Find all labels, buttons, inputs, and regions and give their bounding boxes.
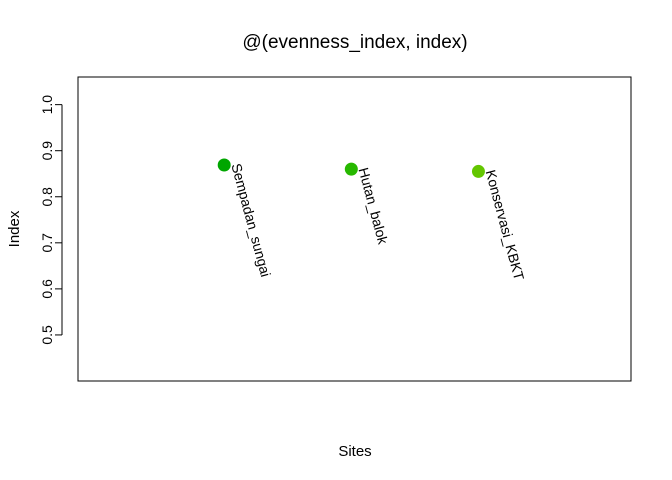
data-points — [217, 158, 485, 178]
y-axis-ticks: 0.5 0.6 0.7 0.8 0.9 1.0 — [39, 95, 62, 345]
y-axis-title: Index — [6, 210, 23, 247]
point-labels: Sempadan_sungai Hutan_balok Konservasi_KBK… — [228, 162, 527, 283]
point-label: Sempadan_sungai — [228, 162, 274, 279]
y-tick-label: 0.8 — [39, 187, 55, 207]
plot-frame — [77, 76, 632, 382]
y-tick-label: 0.6 — [39, 279, 55, 299]
chart-title: @(evenness_index, index) — [242, 32, 467, 53]
x-axis-title: Sites — [338, 443, 371, 460]
point-label: Hutan_balok — [355, 166, 391, 247]
data-point — [471, 164, 485, 178]
data-point — [217, 158, 231, 172]
y-tick-label: 0.7 — [39, 233, 55, 253]
point-label: Konservasi_KBKT — [483, 168, 528, 282]
y-tick-label: 1.0 — [39, 95, 55, 115]
y-tick-label: 0.5 — [39, 325, 55, 345]
y-tick-label: 0.9 — [39, 141, 55, 161]
data-point — [344, 162, 358, 176]
